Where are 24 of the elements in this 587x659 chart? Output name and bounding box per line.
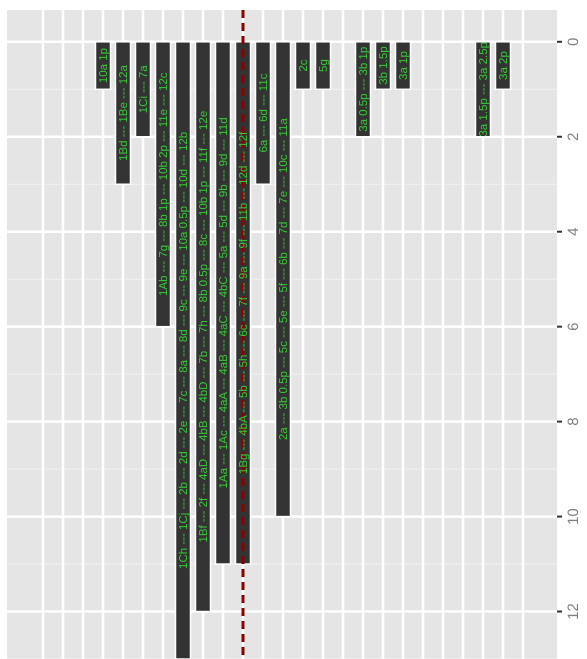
x-tick-label: 1Bd --- 1Be --- 12a <box>118 64 130 161</box>
y-tick-label: 4 <box>565 228 582 236</box>
y-tick-label: 8 <box>565 417 582 426</box>
x-tick-label: 3a 1.5p --- 3a 2.5p <box>478 42 490 137</box>
x-tick-label: 5g <box>318 59 330 72</box>
x-tick-label: 3a 2p <box>498 51 510 80</box>
x-tick-label: 1Ch --- 1Cj --- 2b --- 2d --- 2e --- 7c --- 8a --- 8d --- 9c --- 9e --- 10a 0.5p --- 10d --- 12b <box>178 132 190 569</box>
x-tick-label: 3a 1p <box>398 51 410 80</box>
y-tick-label: 6 <box>565 322 582 331</box>
x-tick-label: 1Bg --- 4bA --- 5b --- 5h --- 6c --- 7f --- 9a --- 9f --- 11b --- 12d --- 12f <box>238 130 250 474</box>
x-tick-label: 3b 1.5p <box>378 46 390 85</box>
x-tick-label: 1Ab --- 7g --- 8b 1p --- 10b 2p --- 11e --- 12c <box>158 72 170 296</box>
x-tick-label: 6a --- 6d --- 11c <box>258 73 270 153</box>
x-tick-label: 3a 0.5p --- 3b 1p <box>358 46 370 132</box>
y-tick-label: 2 <box>565 132 582 141</box>
y-tick-label: 0 <box>565 38 582 46</box>
x-tick-label: 10a 1p <box>98 48 110 84</box>
x-tick-label: 2a --- 3b 0.5p --- 5c --- 5e --- 5f --- 6b --- 7d --- 7e --- 10c --- 11a <box>278 118 290 440</box>
x-tick-label: 1Aa --- 1Ac --- 4aA --- 4aB --- 4aC --- 4bC --- 5a --- 5d --- 9b --- 9d --- 11d <box>218 117 230 488</box>
y-tick-label: 12 <box>565 603 582 620</box>
x-tick-label: 2c <box>298 59 310 72</box>
x-tick-label: 1Bf --- 2f --- 4aD --- 4bB --- 4bD --- 7b --- 7h --- 8b 0.5p --- 8c --- 10b 1p --- 11f --- 12e <box>198 110 210 543</box>
x-tick-label: 1Ci --- 7a <box>138 64 150 114</box>
y-tick-label: 10 <box>565 508 582 525</box>
